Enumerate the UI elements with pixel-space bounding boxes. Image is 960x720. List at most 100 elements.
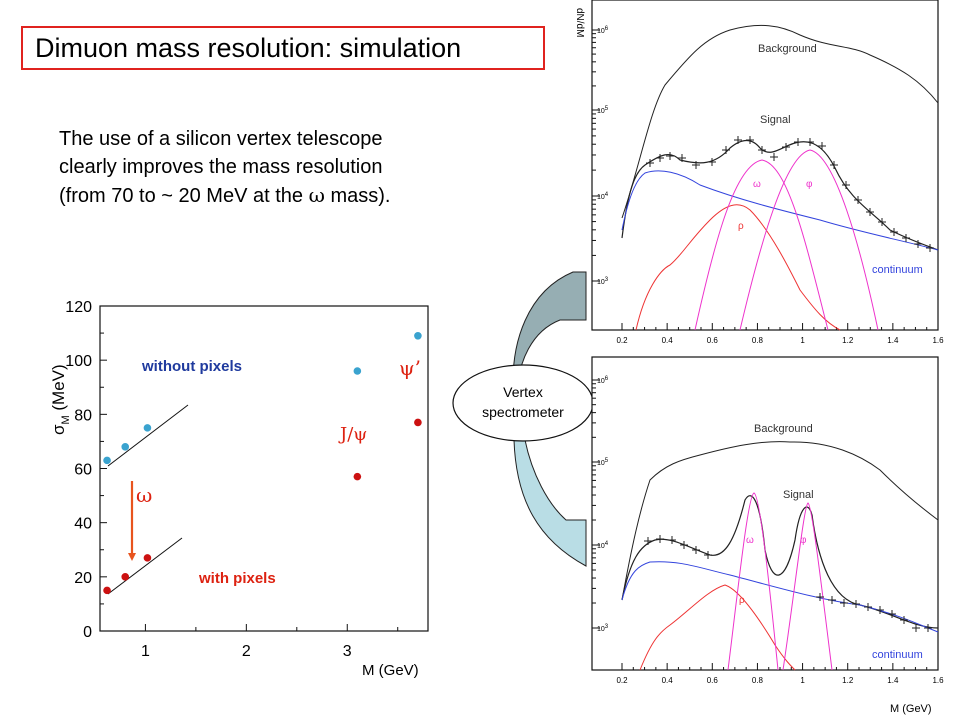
description-line-3-post: mass). <box>324 185 391 207</box>
vertex-label-line-1: Vertex <box>503 384 543 400</box>
spectrum-x-tick-label: 1.2 <box>842 676 854 685</box>
rho-curve-bottom <box>639 584 796 671</box>
phi-label-bottom: φ <box>800 535 807 546</box>
point-with-pixels <box>353 472 362 481</box>
signal-curve-bottom <box>621 495 939 629</box>
y-axis-label-main: σ <box>49 424 68 435</box>
point-with-pixels <box>103 586 111 595</box>
y-tick-label: 60 <box>74 462 92 479</box>
x-tick-label: 1 <box>141 643 150 660</box>
title-box: Dimuon mass resolution: simulation <box>21 26 545 70</box>
spectrum-x-tick-label: 1 <box>800 336 805 345</box>
fit-line-without-pixels <box>107 404 189 467</box>
point-with-pixels <box>414 418 422 427</box>
vertex-spectrometer-ellipse <box>452 364 594 442</box>
resolution-plot-frame <box>99 305 429 632</box>
spectrum-y-tick-label: 104 <box>597 541 609 550</box>
description-line-3-pre: (from 70 to ~ 20 MeV at the <box>59 185 309 207</box>
psiprime-annotation: ψ’ <box>399 356 421 380</box>
spectrum-y-tick-label: 106 <box>597 376 609 385</box>
signal-curve-top <box>621 139 939 251</box>
rho-label-bottom: ρ <box>739 595 745 606</box>
y-axis-label-unit: (MeV) <box>49 364 68 415</box>
spectrum-x-tick-label: 0.6 <box>707 676 719 685</box>
spectrum-y-tick-label: 105 <box>597 458 609 467</box>
spectrum-bottom-frame <box>591 356 939 671</box>
legend-with-pixels: with pixels <box>198 570 276 587</box>
spectrum-x-tick-label: 1.4 <box>887 336 899 345</box>
jpsi-annotation: J/ψ <box>338 424 367 445</box>
resolution-plot: 0 20 40 60 80 100 120 1 2 3 without pixels with p… <box>49 299 429 679</box>
spectrum-x-tick-label: 0.4 <box>662 676 674 685</box>
spectrum-x-tick-label: 1.6 <box>932 676 944 685</box>
y-tick-label: 120 <box>65 299 92 316</box>
spectrum-y-tick-label: 106 <box>597 26 609 35</box>
omega-peak-bottom <box>727 492 779 671</box>
spectrum-x-tick-label: 0.2 <box>616 676 628 685</box>
spectrum-x-tick-label: 1.6 <box>932 336 944 345</box>
y-tick-label: 0 <box>83 624 92 641</box>
spectrum-x-tick-label: 0.4 <box>662 336 674 345</box>
continuum-curve-top <box>621 170 939 251</box>
point-without-pixels <box>414 331 422 340</box>
y-axis-label-sub: M <box>60 415 72 424</box>
rho-curve-top <box>635 204 841 331</box>
spectrum-top-axes: 0.2 0.4 0.6 0.8 1 1.2 1.4 1.6 103 104 105 106 <box>592 26 944 345</box>
spectrum-y-tick-label: 105 <box>597 106 609 115</box>
signal-label-top: Signal <box>760 114 791 126</box>
lower-arrow <box>513 439 587 567</box>
x-tick-label: 3 <box>343 643 352 660</box>
spectrum-x-tick-label: 1.4 <box>887 676 899 685</box>
background-label-top: Background <box>758 43 817 55</box>
signal-label-bottom: Signal <box>783 489 814 501</box>
fit-line-with-pixels <box>107 537 183 595</box>
phi-peak-top <box>739 149 879 331</box>
y-axis-label: σM (MeV) <box>49 364 72 435</box>
spectrum-y-tick-label: 104 <box>597 192 609 201</box>
point-with-pixels <box>143 554 152 562</box>
spectrum-x-tick-label: 0.8 <box>752 676 764 685</box>
spectrum-bottom-axes: 0.2 0.4 0.6 0.8 1 1.2 1.4 1.6 103 104 105 106 <box>592 376 944 685</box>
slide-title: Dimuon mass resolution: simulation <box>35 33 462 63</box>
spectrum-panel-top: 0.2 0.4 0.6 0.8 1 1.2 1.4 1.6 103 104 105 106 Backg… <box>591 0 944 345</box>
spectrum-x-tick-label: 1.2 <box>842 336 854 345</box>
y-tick-label: 80 <box>74 407 92 424</box>
spectrum-x-tick-label: 0.8 <box>752 336 764 345</box>
spectrum-y-axis-label: dN/dM <box>574 8 585 37</box>
spectrum-y-tick-label: 103 <box>597 277 609 286</box>
description-line-2: clearly improves the mass resolution <box>59 156 383 178</box>
transition-arrows: Vertex spectrometer <box>452 271 594 567</box>
x-tick-label: 2 <box>242 643 251 660</box>
legend-without-pixels: without pixels <box>141 358 242 375</box>
resolution-points <box>103 331 422 595</box>
background-curve-top <box>621 25 939 219</box>
description-line-3: (from 70 to ~ 20 MeV at the ω mass). <box>59 181 390 210</box>
spectrum-x-axis-label: M (GeV) <box>890 703 932 715</box>
spectrum-panel-bottom: 0.2 0.4 0.6 0.8 1 1.2 1.4 1.6 103 104 105 106 Backg… <box>591 356 944 685</box>
omega-symbol: ω <box>308 183 325 207</box>
point-without-pixels <box>353 367 362 375</box>
y-tick-label: 20 <box>74 570 92 587</box>
spectrum-x-tick-label: 0.6 <box>707 336 719 345</box>
y-tick-label: 100 <box>65 353 92 370</box>
phi-label-top: φ <box>806 179 813 190</box>
omega-label-top: ω <box>753 179 761 190</box>
background-curve-bottom <box>621 441 939 601</box>
omega-peak-top <box>694 159 829 331</box>
y-tick-label: 40 <box>74 516 92 533</box>
point-without-pixels <box>121 443 130 451</box>
point-with-pixels <box>121 573 130 581</box>
resolution-fit-lines <box>107 404 189 595</box>
rho-label-top: ρ <box>738 221 744 232</box>
vertex-label-line-2: spectrometer <box>482 404 564 420</box>
spectrum-y-tick-label: 103 <box>597 624 609 633</box>
description: The use of a silicon vertex telescope cl… <box>59 125 390 210</box>
omega-annotation: ω <box>136 483 152 507</box>
spectrum-x-tick-label: 0.2 <box>616 336 628 345</box>
background-label-bottom: Background <box>754 423 813 435</box>
continuum-label-top: continuum <box>872 264 923 276</box>
resolution-ticks: 0 20 40 60 80 100 120 1 2 3 <box>65 299 399 660</box>
point-without-pixels <box>143 424 152 432</box>
omega-label-bottom: ω <box>746 535 754 546</box>
